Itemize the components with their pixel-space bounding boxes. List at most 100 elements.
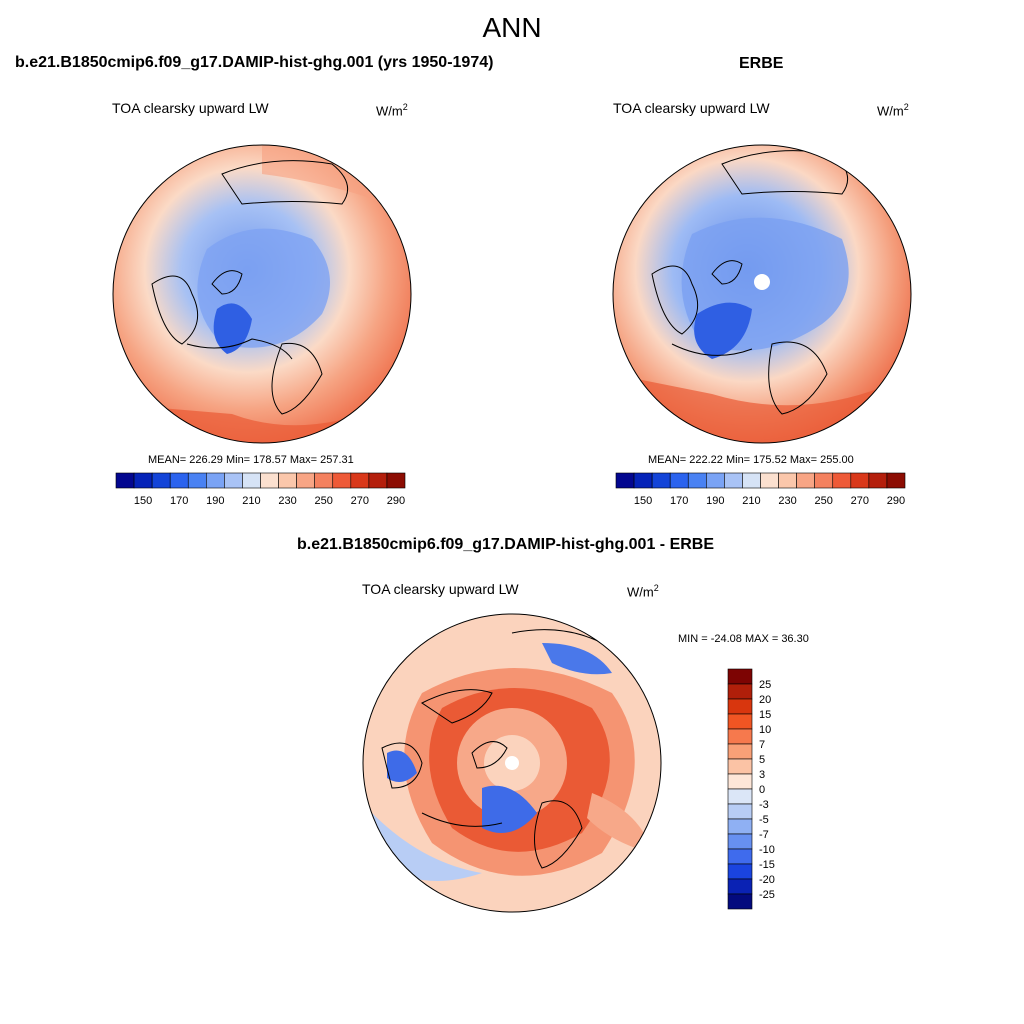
- model-colorbar-tick: 250: [315, 495, 333, 507]
- obs-colorbar-swatch: [687, 472, 707, 489]
- diff-panel-title: b.e21.B1850cmip6.f09_g17.DAMIP-hist-ghg.…: [297, 536, 715, 553]
- obs-colorbar: 150 170 190 210 230 250 270 290: [615, 472, 906, 507]
- obs-colorbar-swatch: [868, 472, 888, 489]
- obs-units-label: W/m2: [877, 102, 909, 119]
- diff-colorbar-tick: -15: [759, 859, 775, 871]
- obs-polar-map: [612, 144, 912, 444]
- diff-colorbar-swatch: [727, 698, 753, 715]
- obs-colorbar-swatch: [669, 472, 689, 489]
- diff-colorbar-tick: -5: [759, 814, 769, 826]
- obs-map-border: [612, 144, 912, 444]
- diff-colorbar-swatch: [727, 863, 753, 880]
- model-panel-title: b.e21.B1850cmip6.f09_g17.DAMIP-hist-ghg.…: [15, 54, 494, 71]
- model-colorbar: 150 170 190 210 230 250 270 290: [115, 472, 406, 507]
- diff-colorbar-swatch: [727, 878, 753, 895]
- model-polar-map: [112, 144, 412, 444]
- model-colorbar-swatch: [332, 472, 352, 489]
- diff-colorbar-swatch: [727, 833, 753, 850]
- model-colorbar-swatch: [206, 472, 225, 489]
- model-colorbar-swatch: [350, 472, 370, 489]
- diff-units-label: W/m2: [627, 583, 659, 600]
- obs-colorbar-swatch: [633, 472, 653, 489]
- model-colorbar-swatch: [133, 472, 153, 489]
- diff-colorbar-tick: -7: [759, 829, 769, 841]
- model-colorbar-swatch: [187, 472, 207, 489]
- diff-colorbar-tick: 0: [759, 784, 765, 796]
- diff-colorbar-swatch: [727, 743, 753, 760]
- obs-colorbar-swatch: [886, 472, 906, 489]
- obs-colorbar-swatch: [706, 472, 725, 489]
- model-colorbar-swatch: [314, 472, 334, 489]
- model-colorbar-swatch: [151, 472, 171, 489]
- obs-colorbar-swatch: [778, 472, 797, 489]
- diff-colorbar-swatch: [727, 683, 753, 700]
- obs-colorbar-swatch: [724, 472, 743, 489]
- model-colorbar-tick: 190: [206, 495, 224, 507]
- obs-colorbar-tick: 150: [634, 495, 652, 507]
- model-colorbar-swatch: [115, 472, 135, 489]
- model-colorbar-swatch: [278, 472, 297, 489]
- main-title: ANN: [482, 12, 542, 43]
- obs-colorbar-swatch: [832, 472, 852, 489]
- diff-polar-map: [362, 613, 662, 913]
- diff-variable-label: TOA clearsky upward LW: [362, 581, 519, 597]
- diff-colorbar-swatch: [727, 713, 753, 730]
- model-variable-label: TOA clearsky upward LW: [112, 100, 269, 116]
- obs-variable-label: TOA clearsky upward LW: [613, 100, 770, 116]
- obs-colorbar-tick: 170: [670, 495, 688, 507]
- obs-colorbar-tick: 290: [887, 495, 905, 507]
- model-map-border: [112, 144, 412, 444]
- diff-colorbar-swatch: [727, 803, 753, 820]
- model-colorbar-tick: 210: [242, 495, 260, 507]
- obs-colorbar-tick: 230: [778, 495, 796, 507]
- diff-colorbar-tick: 3: [759, 769, 765, 781]
- model-colorbar-tick: 170: [170, 495, 188, 507]
- obs-colorbar-swatch: [615, 472, 635, 489]
- obs-colorbar-tick: 270: [851, 495, 869, 507]
- model-colorbar-tick: 270: [351, 495, 369, 507]
- model-units-label: W/m2: [376, 102, 408, 119]
- diff-colorbar-tick: -20: [759, 874, 775, 886]
- model-colorbar-tick: 230: [278, 495, 296, 507]
- diff-colorbar-tick: 7: [759, 739, 765, 751]
- diff-colorbar-swatch: [727, 758, 753, 775]
- diff-colorbar: 25 20 15 10 7 5 3 0 -3 -5 -7 -10 -15 -20 -25: [727, 668, 775, 910]
- diff-colorbar-tick: -25: [759, 889, 775, 901]
- model-colorbar-swatch: [260, 472, 279, 489]
- diff-stats: MIN = -24.08 MAX = 36.30: [678, 633, 809, 645]
- diff-colorbar-tick: 10: [759, 724, 771, 736]
- model-colorbar-swatch: [169, 472, 189, 489]
- diff-colorbar-swatch: [727, 788, 753, 805]
- model-colorbar-tick: 290: [387, 495, 405, 507]
- model-colorbar-swatch: [242, 472, 261, 489]
- diff-colorbar-swatch: [727, 773, 753, 790]
- diff-colorbar-tick: 5: [759, 754, 765, 766]
- diff-colorbar-swatch: [727, 668, 753, 685]
- model-colorbar-swatch: [224, 472, 243, 489]
- diff-colorbar-swatch: [727, 893, 753, 910]
- obs-colorbar-swatch: [760, 472, 779, 489]
- diff-colorbar-tick: 15: [759, 709, 771, 721]
- model-colorbar-swatch: [386, 472, 406, 489]
- diff-colorbar-swatch: [727, 848, 753, 865]
- diff-colorbar-tick: 20: [759, 694, 771, 706]
- obs-colorbar-tick: 250: [815, 495, 833, 507]
- diff-map-border: [362, 613, 662, 913]
- diff-colorbar-tick: -10: [759, 844, 775, 856]
- obs-colorbar-swatch: [796, 472, 815, 489]
- obs-colorbar-swatch: [850, 472, 870, 489]
- obs-panel-title: ERBE: [739, 55, 784, 72]
- obs-colorbar-tick: 210: [742, 495, 760, 507]
- model-colorbar-swatch: [368, 472, 388, 489]
- model-stats: MEAN= 226.29 Min= 178.57 Max= 257.31: [148, 454, 354, 466]
- obs-colorbar-swatch: [742, 472, 761, 489]
- obs-stats: MEAN= 222.22 Min= 175.52 Max= 255.00: [648, 454, 854, 466]
- obs-colorbar-swatch: [814, 472, 834, 489]
- diff-colorbar-swatch: [727, 818, 753, 835]
- model-colorbar-swatch: [296, 472, 315, 489]
- diff-colorbar-tick: 25: [759, 679, 771, 691]
- diff-colorbar-swatch: [727, 728, 753, 745]
- diff-colorbar-tick: -3: [759, 799, 769, 811]
- obs-colorbar-swatch: [651, 472, 671, 489]
- obs-colorbar-tick: 190: [706, 495, 724, 507]
